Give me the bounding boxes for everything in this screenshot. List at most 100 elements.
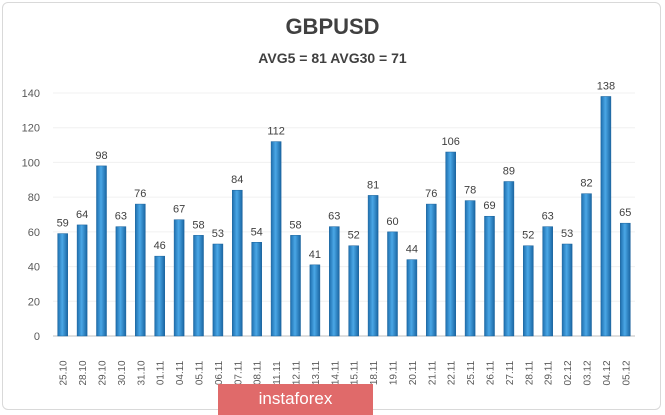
x-tick-label: 07.11 [233,360,244,385]
x-tick-label: 08.11 [253,360,264,385]
y-tick-label: 120 [22,123,40,135]
x-tick-label: 15.11 [350,360,361,385]
x-tick-label: 05.11 [195,360,206,385]
y-tick-label: 80 [28,192,40,204]
bar [251,242,262,337]
data-label: 58 [289,219,301,231]
data-label: 81 [367,179,379,191]
data-label: 64 [76,209,88,221]
data-label: 41 [309,249,321,261]
x-tick-label: 21.11 [427,360,438,385]
bar [484,215,495,337]
data-label: 46 [154,240,166,252]
data-label: 84 [231,174,243,186]
bar [309,264,321,337]
bar [348,245,359,337]
data-label: 112 [267,126,285,138]
x-tick-label: 13.11 [311,360,322,385]
bar [173,219,185,337]
data-label: 58 [192,219,204,231]
x-tick-label: 03.12 [583,360,594,385]
y-tick-label: 100 [22,157,40,169]
x-tick-label: 31.10 [136,360,147,385]
bar [76,224,88,337]
data-label: 63 [542,211,554,223]
data-label: 54 [251,226,263,238]
x-tick-label: 20.11 [408,360,419,385]
bar [406,259,418,337]
x-tick-label: 29.10 [98,360,109,385]
x-tick-label: 25.11 [466,360,477,385]
data-label: 63 [328,211,340,223]
bar [387,231,398,337]
data-label: 106 [442,136,460,148]
bar [561,243,573,337]
data-label: 59 [57,218,69,230]
data-label: 89 [503,166,515,178]
x-tick-label: 30.10 [117,360,128,385]
data-label: 53 [212,228,224,240]
x-tick-label: 04.11 [175,360,186,385]
y-tick-label: 60 [28,227,40,239]
bar [232,189,243,337]
x-tick-label: 27.11 [505,360,516,385]
x-tick-label: 11.11 [272,361,283,385]
y-tick-label: 0 [34,331,40,343]
instaforex-logo: instaforex [218,384,373,415]
x-tick-label: 28.10 [78,360,89,385]
bar [445,151,456,337]
bar [57,233,68,337]
bar [581,193,592,337]
bar [270,141,282,337]
x-tick-label: 28.11 [524,360,535,385]
data-label: 53 [561,228,573,240]
x-tick-label: 26.11 [486,360,497,385]
x-tick-label: 29.11 [544,360,555,385]
data-label: 67 [173,204,185,216]
bar [542,226,553,337]
bar [503,181,515,337]
x-tick-label: 04.12 [602,360,613,385]
data-label: 78 [464,185,476,197]
x-tick-label: 06.11 [214,360,225,385]
chart-subtitle: AVG5 = 81 AVG30 = 71 [258,50,407,66]
data-label: 52 [348,230,360,242]
data-label: 52 [522,230,534,242]
x-tick-label: 19.11 [389,360,400,385]
x-tick-label: 22.11 [447,360,458,385]
bar [329,226,340,337]
data-label: 82 [580,178,592,190]
data-label: 60 [386,216,398,228]
y-tick-label: 140 [22,88,40,100]
chart-title: GBPUSD [285,14,380,39]
bar [96,165,107,337]
bar [193,235,204,337]
data-label: 63 [115,211,127,223]
bar [464,200,476,337]
bar [290,235,301,337]
bar [212,243,224,337]
bar [135,203,146,337]
x-tick-label: 05.12 [621,360,632,385]
data-label: 98 [95,150,107,162]
x-tick-label: 18.11 [369,360,380,385]
x-tick-label: 01.11 [156,360,167,385]
y-tick-label: 40 [28,262,40,274]
y-tick-label: 20 [28,296,40,308]
bar [367,195,379,337]
data-label: 76 [134,188,146,200]
x-tick-label: 02.12 [563,360,574,385]
bar [523,245,534,337]
bar [115,226,127,337]
data-label: 138 [597,80,615,92]
data-label: 44 [406,244,418,256]
x-tick-label: 25.10 [59,360,70,385]
bar [154,255,165,337]
bar [426,203,437,337]
data-label: 69 [483,200,495,212]
bar [620,222,631,337]
data-label: 65 [619,207,631,219]
bar [600,96,612,337]
